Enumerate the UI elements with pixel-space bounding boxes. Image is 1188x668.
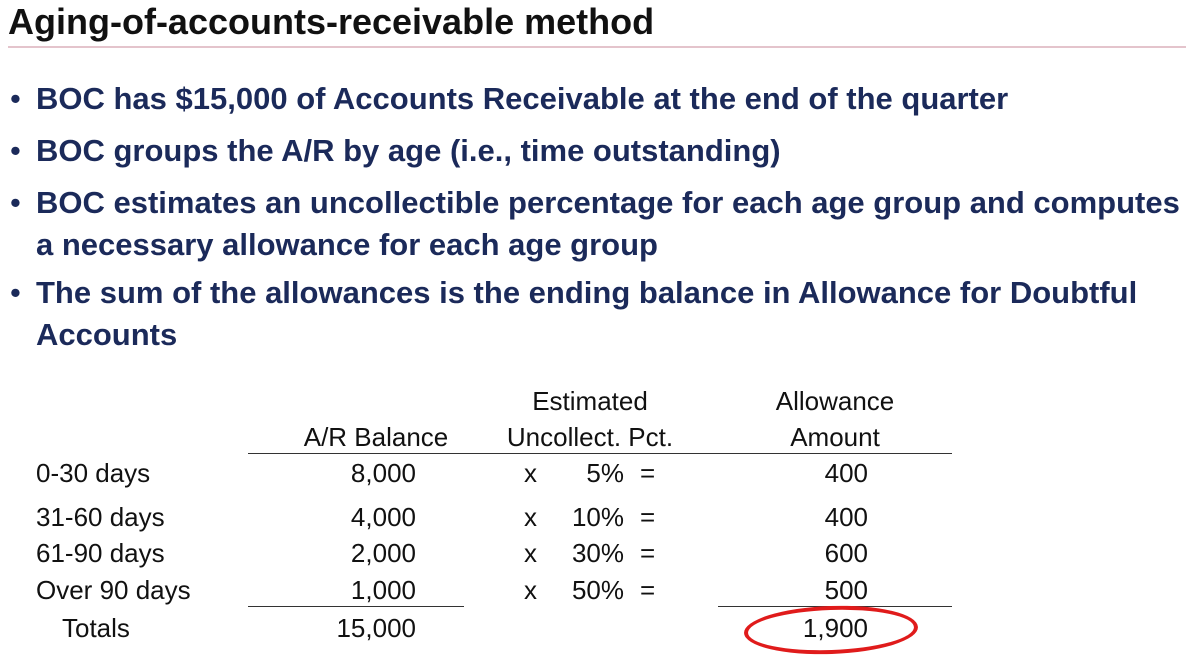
row-percent: 5%	[586, 458, 624, 488]
bullet-dot-icon: •	[10, 81, 21, 116]
row-percent: 30%	[571, 538, 624, 568]
header-ar-balance: A/R Balance	[303, 422, 449, 452]
bullet-item: • The sum of the allowances is the ending…	[10, 272, 1186, 356]
bullet-text: BOC groups the A/R by age (i.e., time ou…	[36, 133, 781, 168]
bullet-text: BOC estimates an uncollectible percentag…	[36, 185, 1180, 262]
row-equals-sign: =	[640, 502, 656, 532]
row-label: 61-90 days	[36, 538, 165, 568]
totals-label: Totals	[62, 613, 130, 643]
row-times-sign: x	[524, 575, 537, 605]
totals-balance: 15,000	[336, 613, 416, 643]
totals-allowance: 1,900	[802, 613, 868, 643]
row-balance: 8,000	[350, 458, 416, 488]
bullet-dot-icon: •	[10, 185, 21, 220]
row-equals-sign: =	[640, 538, 656, 568]
balance-sum-line	[248, 606, 464, 607]
header-allowance-line2: Amount	[790, 422, 880, 452]
row-label: Over 90 days	[36, 575, 191, 605]
row-times-sign: x	[524, 502, 537, 532]
highlight-oval	[743, 602, 919, 658]
allowance-sum-line	[718, 606, 952, 607]
row-allowance: 400	[824, 502, 868, 532]
row-allowance: 600	[824, 538, 868, 568]
row-balance: 4,000	[350, 502, 416, 532]
title-divider	[8, 46, 1186, 48]
row-percent: 50%	[571, 575, 624, 605]
row-label: 31-60 days	[36, 502, 165, 532]
header-pct-line1: Estimated	[532, 386, 648, 416]
row-balance: 1,000	[350, 575, 416, 605]
row-times-sign: x	[524, 538, 537, 568]
row-equals-sign: =	[640, 575, 656, 605]
bullet-dot-icon: •	[10, 275, 21, 310]
row-balance: 2,000	[350, 538, 416, 568]
row-equals-sign: =	[640, 458, 656, 488]
bullet-dot-icon: •	[10, 133, 21, 168]
bullet-list: • BOC has $15,000 of Accounts Receivable …	[10, 78, 1186, 366]
slide-title: Aging-of-accounts-receivable method	[8, 1, 655, 42]
header-allowance-line1: Allowance	[775, 386, 895, 416]
row-times-sign: x	[524, 458, 537, 488]
bullet-item: • BOC has $15,000 of Accounts Receivable …	[10, 78, 1186, 120]
bullet-item: • BOC estimates an uncollectible percenta…	[10, 182, 1186, 266]
row-percent: 10%	[571, 502, 624, 532]
row-allowance: 500	[824, 575, 868, 605]
header-underline	[248, 453, 952, 454]
bullet-text: BOC has $15,000 of Accounts Receivable a…	[36, 81, 1009, 116]
bullet-text: The sum of the allowances is the ending …	[36, 275, 1138, 352]
row-allowance: 400	[824, 458, 868, 488]
bullet-item: • BOC groups the A/R by age (i.e., time o…	[10, 130, 1186, 172]
header-pct-line2: Uncollect. Pct.	[506, 422, 674, 452]
row-label: 0-30 days	[36, 458, 151, 488]
